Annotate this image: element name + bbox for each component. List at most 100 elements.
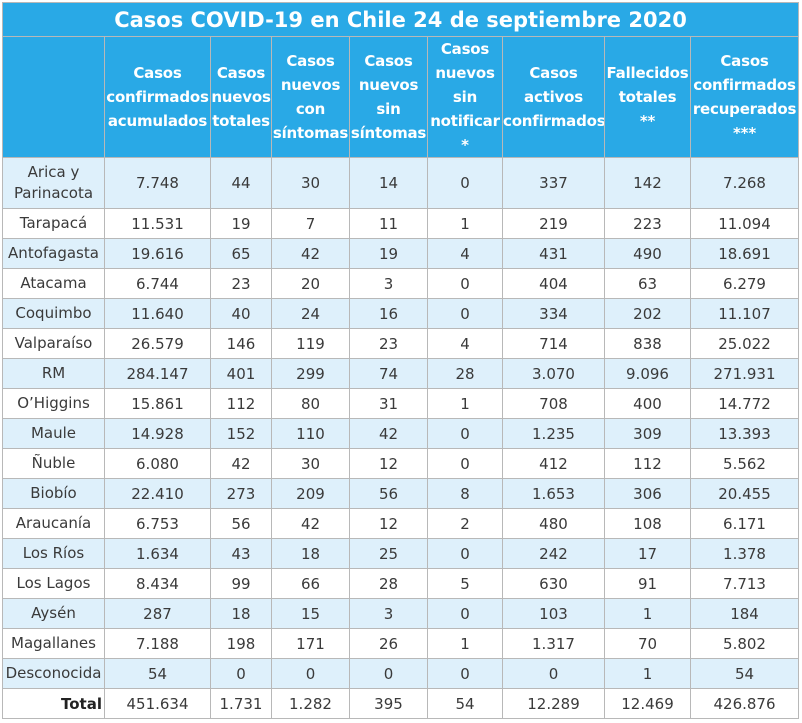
value-cell: 838 (604, 328, 691, 359)
value-cell: 401 (210, 358, 272, 389)
value-cell: 219 (502, 208, 605, 239)
value-cell: 400 (604, 388, 691, 419)
value-cell: 5.562 (689, 448, 800, 479)
value-cell: 26.579 (104, 328, 211, 359)
value-cell: 0 (502, 658, 605, 689)
value-cell: 24 (271, 298, 350, 329)
value-cell: 91 (604, 568, 691, 599)
table-row: Coquimbo 11.640 40 24 16 0 334 202 11.107 (2, 298, 800, 329)
value-cell: 19 (349, 238, 428, 269)
value-cell: 112 (210, 388, 272, 419)
value-cell: 3 (349, 598, 428, 629)
value-cell: 15 (271, 598, 350, 629)
value-cell: 4 (427, 328, 503, 359)
table-row: O’Higgins 15.861 112 80 31 1 708 400 14.772 (2, 388, 800, 419)
region-name: Maule (30, 424, 77, 442)
column-header: Fallecidos totales ** (604, 36, 691, 158)
value-cell: 30 (271, 448, 350, 479)
value-cell: 0 (427, 157, 503, 209)
value-cell: 0 (349, 658, 428, 689)
total-value-cell: 451.634 (104, 688, 211, 719)
region-name: Biobío (30, 484, 77, 502)
value-cell: 20.455 (689, 478, 800, 509)
value-cell: 7.268 (689, 157, 800, 209)
value-cell: 11 (349, 208, 428, 239)
value-cell: 7 (271, 208, 350, 239)
value-cell: 0 (427, 598, 503, 629)
region-name-cell: Maule (2, 418, 105, 449)
value-cell: 28 (427, 358, 503, 389)
value-cell: 12 (349, 508, 428, 539)
value-cell: 1 (427, 208, 503, 239)
value-cell: 0 (271, 658, 350, 689)
value-cell: 0 (427, 418, 503, 449)
value-cell: 7.748 (104, 157, 211, 209)
value-cell: 119 (271, 328, 350, 359)
value-cell: 184 (689, 598, 800, 629)
value-cell: 16 (349, 298, 428, 329)
table-row: Araucanía 6.753 56 42 12 2 480 108 6.171 (2, 508, 800, 539)
value-cell: 11.094 (689, 208, 800, 239)
value-cell: 242 (502, 538, 605, 569)
total-value-cell: 1.731 (210, 688, 272, 719)
value-cell: 65 (210, 238, 272, 269)
region-name-cell: Atacama (2, 268, 105, 299)
value-cell: 11.531 (104, 208, 211, 239)
column-header: Casos nuevos totales (210, 36, 272, 158)
value-cell: 3 (349, 268, 428, 299)
value-cell: 63 (604, 268, 691, 299)
value-cell: 7.713 (689, 568, 800, 599)
column-header: Casos confirmados recuperados *** (689, 36, 800, 158)
value-cell: 44 (210, 157, 272, 209)
region-name-cell: Desconocida (2, 658, 105, 689)
value-cell: 1 (427, 628, 503, 659)
table-row: Ñuble 6.080 42 30 12 0 412 112 5.562 (2, 448, 800, 479)
region-name: Los Lagos (16, 574, 91, 592)
value-cell: 7.188 (104, 628, 211, 659)
region-name: Magallanes (11, 634, 96, 652)
value-cell: 112 (604, 448, 691, 479)
value-cell: 209 (271, 478, 350, 509)
total-value-cell: 1.282 (271, 688, 350, 719)
value-cell: 31 (349, 388, 428, 419)
region-name-cell: Valparaíso (2, 328, 105, 359)
value-cell: 2 (427, 508, 503, 539)
table-row: Valparaíso 26.579 146 119 23 4 714 838 25.022 (2, 328, 800, 359)
value-cell: 0 (427, 658, 503, 689)
value-cell: 334 (502, 298, 605, 329)
value-cell: 630 (502, 568, 605, 599)
value-cell: 6.753 (104, 508, 211, 539)
region-name: Ñuble (31, 454, 76, 472)
value-cell: 14.772 (689, 388, 800, 419)
value-cell: 708 (502, 388, 605, 419)
region-name: RM (41, 364, 66, 382)
value-cell: 54 (104, 658, 211, 689)
value-cell: 22.410 (104, 478, 211, 509)
value-cell: 42 (271, 238, 350, 269)
table-row: RM 284.147 401 299 74 28 3.070 9.096 271.931 (2, 358, 800, 389)
total-label: Total (2, 688, 105, 719)
value-cell: 1 (427, 388, 503, 419)
value-cell: 99 (210, 568, 272, 599)
value-cell: 0 (427, 538, 503, 569)
table-row: Los Ríos 1.634 43 18 25 0 242 17 1.378 (2, 538, 800, 569)
value-cell: 337 (502, 157, 605, 209)
value-cell: 6.171 (689, 508, 800, 539)
table-title: Casos COVID-19 en Chile 24 de septiembre… (1, 2, 800, 37)
value-cell: 19 (210, 208, 272, 239)
column-header: Casos nuevos con síntomas (271, 36, 350, 158)
value-cell: 42 (271, 508, 350, 539)
region-name: Coquimbo (15, 304, 92, 322)
total-value-cell: 426.876 (689, 688, 800, 719)
value-cell: 80 (271, 388, 350, 419)
region-name-cell: Biobío (2, 478, 105, 509)
total-value-cell: 395 (349, 688, 428, 719)
value-cell: 1.235 (502, 418, 605, 449)
value-cell: 309 (604, 418, 691, 449)
value-cell: 8.434 (104, 568, 211, 599)
value-cell: 9.096 (604, 358, 691, 389)
region-name-cell: RM (2, 358, 105, 389)
column-headers: Casos confirmados acumulados Casos nuevos… (2, 36, 800, 158)
